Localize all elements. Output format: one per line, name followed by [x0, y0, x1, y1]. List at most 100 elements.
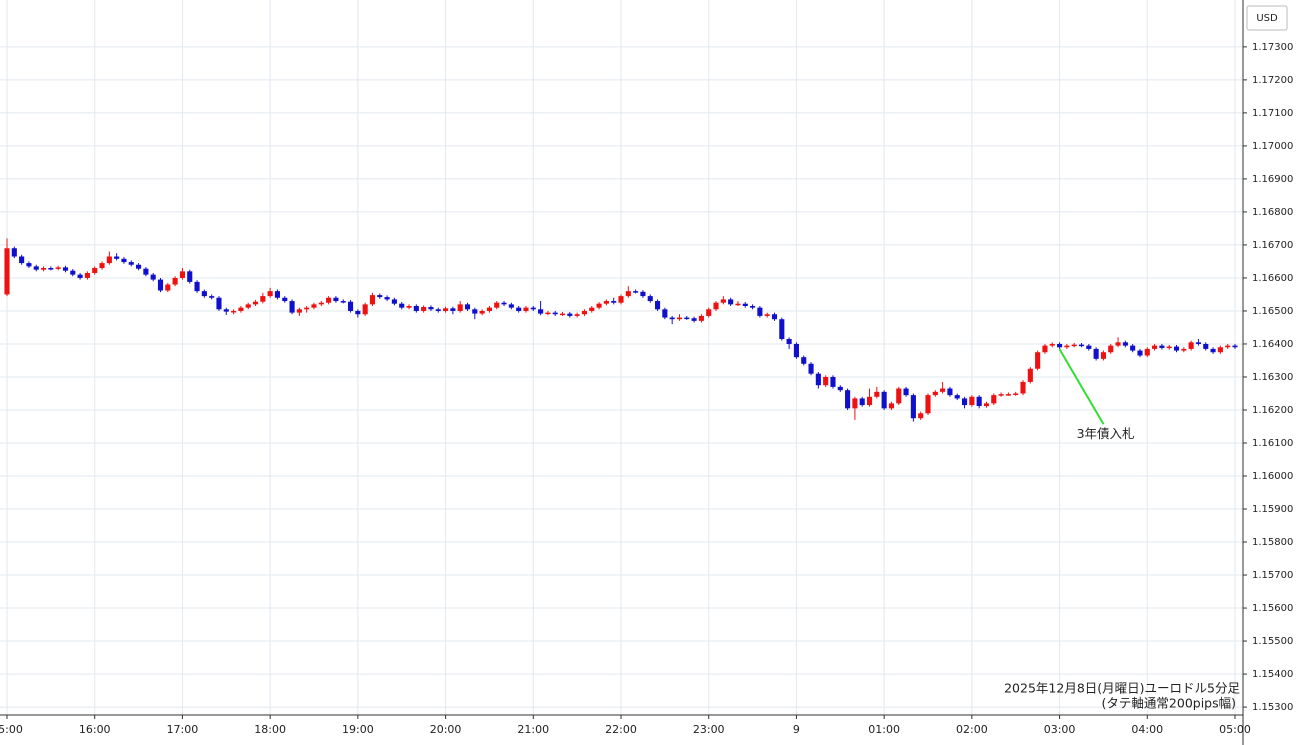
candle-body: [1130, 345, 1136, 351]
candle-body: [11, 248, 17, 257]
candle-body: [611, 301, 617, 303]
candle-body: [362, 304, 368, 315]
y-tick-label: 1.16000: [1252, 471, 1293, 482]
x-tick-label: 02:00: [956, 723, 988, 736]
candle-body: [808, 363, 814, 374]
currency-box: [1246, 5, 1288, 31]
y-tick-label: 1.16900: [1252, 174, 1293, 185]
candle-body: [1173, 346, 1180, 351]
candle-body: [1210, 348, 1216, 353]
x-tick-label: 9: [793, 723, 800, 736]
candle-body: [1225, 345, 1231, 348]
x-tick-label: 04:00: [1131, 723, 1163, 736]
candle-body: [589, 307, 595, 311]
y-tick-label: 1.15700: [1252, 570, 1293, 581]
candle-body: [552, 312, 558, 315]
candle-body: [282, 297, 288, 302]
candle-body: [201, 291, 207, 297]
candle-body: [735, 303, 741, 306]
candle-body: [1232, 345, 1238, 348]
candle-body: [998, 394, 1004, 396]
candle-body: [983, 403, 990, 407]
candle-body: [728, 299, 734, 305]
candle-body: [698, 315, 704, 321]
candle-body: [764, 314, 770, 316]
candle-body: [581, 310, 588, 315]
candle-body: [516, 307, 522, 311]
candle-body: [691, 318, 697, 321]
x-tick-label: 20:00: [430, 723, 462, 736]
candle-body: [1093, 348, 1099, 359]
y-tick-label: 1.17200: [1252, 75, 1293, 86]
candle-body: [318, 302, 324, 305]
candle-body: [304, 307, 310, 310]
candle-body: [625, 291, 631, 297]
y-tick-label: 1.15900: [1252, 504, 1293, 515]
candle-body: [874, 391, 880, 397]
candle-body: [136, 264, 142, 269]
candle-body: [223, 309, 229, 312]
candle-body: [508, 304, 514, 308]
y-tick-label: 1.15400: [1252, 669, 1293, 680]
candle-body: [976, 396, 982, 407]
candle-body: [881, 391, 887, 409]
candle-body: [793, 343, 799, 358]
candle-body: [209, 296, 215, 298]
candle-body: [1108, 345, 1114, 353]
candle-body: [786, 339, 792, 344]
candle-body: [501, 302, 507, 305]
candle-body: [1203, 343, 1209, 349]
x-tick-label: 22:00: [605, 723, 637, 736]
candle-body: [296, 309, 302, 313]
candle-body: [530, 307, 536, 310]
candle-body: [669, 317, 675, 320]
x-tick-label: 01:00: [868, 723, 900, 736]
candle-body: [662, 309, 668, 318]
candle-body: [33, 266, 39, 270]
candle-body: [603, 301, 609, 304]
y-tick-label: 1.15300: [1252, 702, 1293, 713]
candle-body: [706, 309, 712, 316]
candle-body: [172, 277, 178, 285]
candle-body: [742, 303, 748, 307]
candle-body: [1122, 342, 1128, 346]
candle-body: [1049, 343, 1055, 346]
candle-body: [1086, 345, 1092, 349]
candle-body: [165, 284, 171, 291]
candle-body: [70, 270, 76, 275]
candle-body: [406, 306, 412, 308]
candle-body: [932, 391, 938, 396]
candle-body: [121, 258, 127, 263]
candle-body: [1100, 352, 1106, 359]
candle-body: [150, 274, 156, 280]
candle-body: [888, 403, 895, 409]
candle-body: [19, 256, 25, 264]
candle-body: [954, 395, 960, 399]
candle-body: [377, 295, 383, 298]
candle-body: [179, 271, 185, 278]
candle-body: [355, 310, 361, 315]
candle-body: [618, 296, 624, 303]
candle-body: [925, 395, 931, 414]
candle-body: [940, 388, 946, 392]
candle-body: [969, 396, 975, 406]
candle-body: [245, 304, 251, 308]
candle-body: [1035, 352, 1041, 369]
candle-body: [567, 313, 573, 316]
candle-body: [157, 279, 164, 291]
candle-body: [991, 395, 997, 404]
candle-body: [62, 267, 69, 271]
candle-body: [1078, 344, 1085, 347]
y-tick-label: 1.16700: [1252, 240, 1293, 251]
candle-body: [1071, 344, 1077, 347]
x-tick-label: 15:00: [0, 723, 23, 736]
candle-body: [486, 307, 492, 311]
candle-body: [823, 376, 829, 386]
candle-body: [384, 297, 390, 300]
candle-body: [399, 303, 405, 308]
candle-body: [26, 263, 32, 267]
candle-body: [654, 301, 661, 310]
candle-body: [676, 317, 683, 320]
x-tick-label: 16:00: [79, 723, 111, 736]
